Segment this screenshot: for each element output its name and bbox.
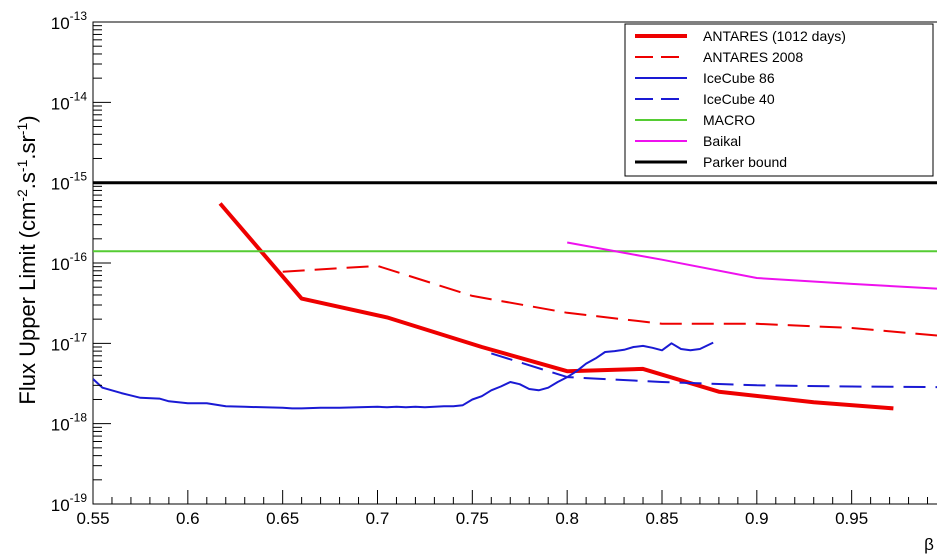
x-tick-label: 0.8 (555, 509, 579, 528)
axis-ticks (92, 21, 929, 505)
y-tick-label: 10-13 (51, 9, 88, 33)
series-line-3 (491, 352, 937, 389)
y-tick-label: 10-15 (51, 170, 88, 194)
series-lines (93, 181, 937, 411)
x-axis-title: β (924, 535, 934, 554)
legend: ANTARES (1012 days) ANTARES 2008 IceCube 8… (624, 23, 934, 177)
x-tick-label: 0.55 (76, 509, 109, 528)
x-tick-label: 0.85 (645, 509, 678, 528)
x-tick-label: 0.6 (176, 509, 200, 528)
y-tick-label: 10-17 (51, 330, 88, 354)
legend-label: IceCube 86 (703, 70, 775, 86)
x-tick-label: 0.75 (456, 509, 489, 528)
legend-label: ANTARES (1012 days) (703, 28, 846, 44)
legend-label: IceCube 40 (703, 91, 775, 107)
series-line-0 (218, 202, 894, 411)
y-tick-label: 10-14 (51, 89, 88, 113)
legend-label: Parker bound (703, 154, 787, 170)
y-axis-title: Flux Upper Limit (cm-2.s-1.sr-1) (14, 115, 40, 404)
series-line-2 (93, 341, 714, 410)
tick-labels: 0.55 0.6 0.65 0.7 0.75 0.8 0.85 0.9 0.95 10-13 10-… (51, 9, 868, 528)
x-tick-label: 0.9 (745, 509, 769, 528)
legend-label: ANTARES 2008 (703, 49, 803, 65)
legend-label: Baikal (703, 133, 741, 149)
y-tick-label: 10-19 (51, 491, 88, 515)
x-tick-label: 0.95 (835, 509, 868, 528)
x-tick-label: 0.65 (266, 509, 299, 528)
x-tick-label: 0.7 (366, 509, 390, 528)
series-line-5 (567, 241, 937, 290)
legend-label: MACRO (703, 112, 755, 128)
y-tick-label: 10-16 (51, 250, 88, 274)
series-line-1 (282, 264, 937, 337)
y-tick-label: 10-18 (51, 411, 88, 435)
